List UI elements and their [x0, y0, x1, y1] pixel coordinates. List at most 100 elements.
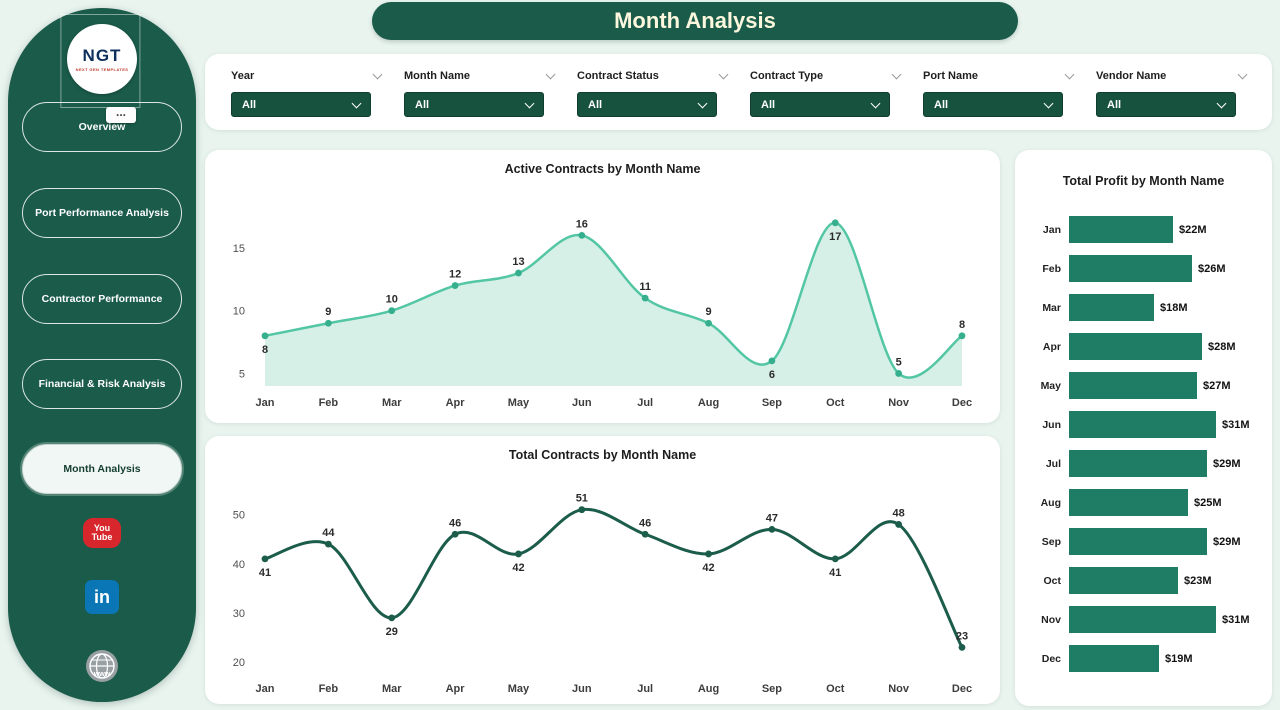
profit-bar-mar[interactable]	[1069, 294, 1154, 321]
chevron-down-icon	[697, 98, 708, 108]
bar-month-label: Oct	[1043, 574, 1061, 587]
filter-value: All	[415, 98, 430, 111]
svg-text:Jun: Jun	[572, 683, 592, 695]
total-contracts-chart-card: Total Contracts by Month Name 20 30 40 50 Ja…	[205, 436, 1000, 704]
profit-bar-feb[interactable]	[1069, 255, 1192, 282]
svg-text:Jul: Jul	[637, 683, 653, 695]
profit-bar-row: Aug $25M	[1029, 483, 1266, 522]
profit-bar-chart[interactable]: Jan $22M Feb $26M Mar $18M Apr $28M May $27M Jun $3…	[1029, 210, 1266, 698]
sidebar-item-port-performance[interactable]: Port Performance Analysis	[22, 188, 182, 238]
filter-year: Year All	[231, 68, 383, 130]
bar-value-label: $23M	[1184, 574, 1212, 587]
profit-bar-sep[interactable]	[1069, 528, 1207, 555]
bar-month-label: Jul	[1045, 457, 1061, 470]
filter-contract-type: Contract Type All	[750, 68, 902, 130]
svg-text:May: May	[508, 683, 530, 695]
svg-text:29: 29	[386, 626, 398, 638]
bar-month-label: Feb	[1042, 262, 1061, 275]
profit-bar-row: Nov $31M	[1029, 600, 1266, 639]
globe-text: www	[93, 671, 111, 678]
profit-bar-jul[interactable]	[1069, 450, 1207, 477]
svg-text:20: 20	[233, 657, 245, 669]
bar-month-label: Sep	[1041, 535, 1061, 548]
svg-text:Sep: Sep	[762, 397, 782, 409]
profit-bar-dec[interactable]	[1069, 645, 1159, 672]
filter-label: Contract Status	[577, 70, 659, 82]
ngt-logo: NGT NEXT GEN TEMPLATES	[67, 24, 137, 94]
sidebar-item-overview[interactable]: Overview	[22, 102, 182, 152]
profit-bar-nov[interactable]	[1069, 606, 1216, 633]
svg-text:11: 11	[639, 281, 651, 293]
bar-month-label: Nov	[1041, 613, 1061, 626]
svg-text:50: 50	[233, 510, 245, 522]
bar-month-label: Apr	[1042, 340, 1061, 353]
profit-bar-row: May $27M	[1029, 366, 1266, 405]
svg-text:48: 48	[893, 507, 905, 519]
svg-text:8: 8	[959, 319, 965, 331]
chevron-down-icon[interactable]	[1064, 69, 1075, 80]
profit-bar-row: Feb $26M	[1029, 249, 1266, 288]
chevron-down-icon[interactable]	[718, 69, 729, 80]
more-options-button[interactable]: ...	[106, 106, 136, 123]
svg-text:Nov: Nov	[888, 397, 910, 409]
youtube-icon[interactable]: You Tube	[83, 518, 121, 548]
profit-bar-row: Dec $19M	[1029, 639, 1266, 678]
svg-text:Dec: Dec	[952, 397, 972, 409]
linkedin-icon[interactable]: in	[85, 580, 119, 614]
filter-dropdown[interactable]: All	[1096, 92, 1236, 117]
bar-month-label: Dec	[1041, 652, 1061, 665]
chevron-down-icon[interactable]	[891, 69, 902, 80]
svg-text:Jul: Jul	[637, 397, 653, 409]
chevron-down-icon[interactable]	[372, 69, 383, 80]
profit-bar-jun[interactable]	[1069, 411, 1216, 438]
filter-vendor-name: Vendor Name All	[1096, 68, 1248, 130]
profit-bar-row: Oct $23M	[1029, 561, 1266, 600]
filter-contract-status: Contract Status All	[577, 68, 729, 130]
svg-text:Oct: Oct	[826, 683, 845, 695]
bar-value-label: $29M	[1213, 535, 1241, 548]
filter-dropdown[interactable]: All	[923, 92, 1063, 117]
filter-value: All	[934, 98, 949, 111]
profit-bar-aug[interactable]	[1069, 489, 1188, 516]
profit-bar-may[interactable]	[1069, 372, 1197, 399]
profit-bar-apr[interactable]	[1069, 333, 1202, 360]
bar-value-label: $18M	[1160, 301, 1188, 314]
svg-text:Mar: Mar	[382, 397, 402, 409]
svg-text:Jun: Jun	[572, 397, 592, 409]
bar-value-label: $26M	[1198, 262, 1226, 275]
sidebar-item-label: Port Performance Analysis	[35, 207, 169, 219]
active-contracts-area-chart[interactable]: 5 10 15 Jan Feb Mar Apr May Jun Jul Aug Sep Oct Nov De…	[213, 186, 992, 412]
svg-text:9: 9	[705, 306, 711, 318]
bar-value-label: $28M	[1208, 340, 1236, 353]
bar-value-label: $19M	[1165, 652, 1193, 665]
sidebar-item-label: Contractor Performance	[41, 293, 163, 305]
svg-text:47: 47	[766, 512, 778, 524]
profit-bar-jan[interactable]	[1069, 216, 1173, 243]
sidebar-item-financial-risk[interactable]: Financial & Risk Analysis	[22, 359, 182, 409]
svg-text:Aug: Aug	[698, 683, 719, 695]
svg-text:41: 41	[259, 567, 271, 579]
sidebar-item-contractor-performance[interactable]: Contractor Performance	[22, 274, 182, 324]
bar-month-label: Aug	[1040, 496, 1061, 509]
chart-title: Active Contracts by Month Name	[504, 162, 701, 176]
svg-text:10: 10	[233, 306, 245, 318]
svg-text:15: 15	[233, 243, 245, 255]
filter-dropdown[interactable]: All	[231, 92, 371, 117]
filter-dropdown[interactable]: All	[750, 92, 890, 117]
chevron-down-icon[interactable]	[545, 69, 556, 80]
profit-bar-oct[interactable]	[1069, 567, 1178, 594]
filter-dropdown[interactable]: All	[577, 92, 717, 117]
sidebar-item-label: Month Analysis	[63, 463, 141, 475]
chevron-down-icon[interactable]	[1237, 69, 1248, 80]
bar-value-label: $31M	[1222, 613, 1250, 626]
svg-text:23: 23	[956, 630, 968, 642]
sidebar-item-month-analysis[interactable]: Month Analysis	[22, 444, 182, 494]
page-title: Month Analysis	[372, 2, 1018, 40]
website-globe-icon[interactable]: www	[85, 649, 119, 683]
total-contracts-line-chart[interactable]: 20 30 40 50 Jan Feb Mar Apr May Jun Jul Aug Sep Oct No…	[213, 472, 992, 698]
filter-dropdown[interactable]: All	[404, 92, 544, 117]
filter-value: All	[242, 98, 257, 111]
svg-text:May: May	[508, 397, 530, 409]
svg-text:41: 41	[829, 567, 841, 579]
logo-text: NGT	[82, 46, 122, 65]
